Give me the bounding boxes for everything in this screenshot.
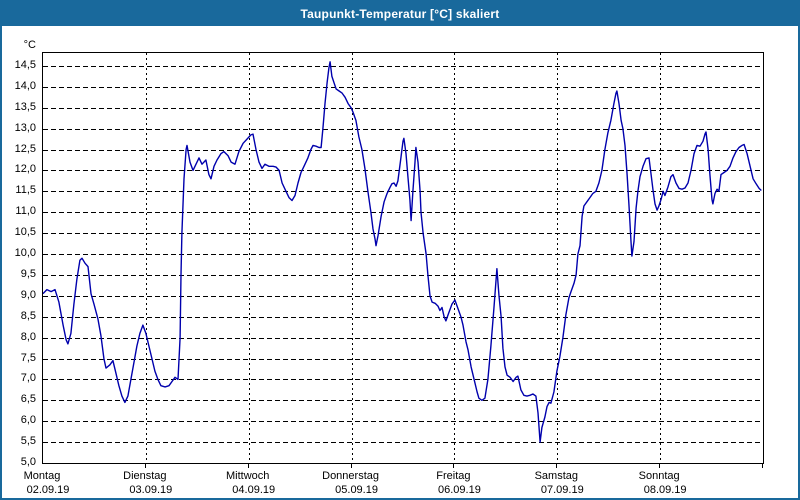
day-date-label: 07.09.19 [540, 484, 584, 496]
y-tick-label: 8,0 [20, 330, 36, 343]
x-axis-tick [556, 463, 557, 468]
x-axis-tick [351, 463, 352, 468]
y-tick-label: 5,5 [20, 435, 36, 448]
dewpoint-chart-svg [43, 53, 763, 463]
y-tick-label: 11,5 [15, 184, 36, 197]
y-tick-label: 13,0 [14, 121, 36, 134]
y-tick-label: 9,0 [20, 288, 36, 301]
y-tick-label: 14,0 [14, 79, 36, 92]
x-axis-tick [248, 463, 249, 468]
y-tick-label: 11,0 [15, 205, 36, 218]
y-tick-label: 9,5 [20, 267, 36, 280]
y-axis-unit-label: °C [23, 39, 36, 51]
y-tick-label: 13,5 [14, 100, 36, 113]
y-tick-label: 5,0 [20, 456, 36, 468]
day-label: Mittwoch [226, 470, 270, 482]
day-label: Donnerstag [322, 470, 379, 482]
day-date-label: 02.09.19 [26, 484, 70, 496]
day-date-label: 08.09.19 [643, 484, 687, 496]
y-tick-label: 6,0 [20, 414, 36, 427]
x-axis-tick [453, 463, 454, 468]
temperature-line [43, 61, 762, 443]
x-axis-tick [659, 463, 660, 468]
y-tick-label: 10,5 [14, 226, 36, 239]
y-tick-label: 14,5 [14, 58, 36, 71]
chart-canvas: °C 5,0 5,5 6,0 6,5 7,0 7,5 8,0 8,5 9,0 9,5 10,0 10,… [2, 26, 798, 498]
day-date-label: 06.09.19 [438, 484, 481, 496]
y-tick-label: 10,0 [14, 247, 36, 260]
window-title: Taupunkt-Temperatur [°C] skaliert [300, 7, 500, 21]
y-tick-label: 12,5 [14, 142, 36, 155]
y-tick-label: 12,0 [14, 163, 36, 176]
day-date-label: 04.09.19 [232, 484, 276, 496]
plot-area [42, 52, 764, 464]
y-tick-label: 7,5 [20, 351, 36, 364]
y-tick-label: 6,5 [20, 393, 36, 406]
day-label: Sonntag [638, 470, 680, 482]
x-axis-tick [145, 463, 146, 468]
day-label: Samstag [534, 470, 578, 482]
y-tick-label: 8,5 [20, 309, 36, 322]
day-label: Freitag [436, 470, 471, 482]
day-label: Dienstag [123, 470, 167, 482]
window-titlebar: Taupunkt-Temperatur [°C] skaliert [2, 2, 798, 26]
y-tick-label: 7,0 [20, 372, 36, 385]
day-date-label: 05.09.19 [335, 484, 378, 496]
day-date-label: 03.09.19 [129, 484, 173, 496]
day-label: Montag [23, 470, 61, 482]
x-axis-tick [762, 463, 763, 468]
